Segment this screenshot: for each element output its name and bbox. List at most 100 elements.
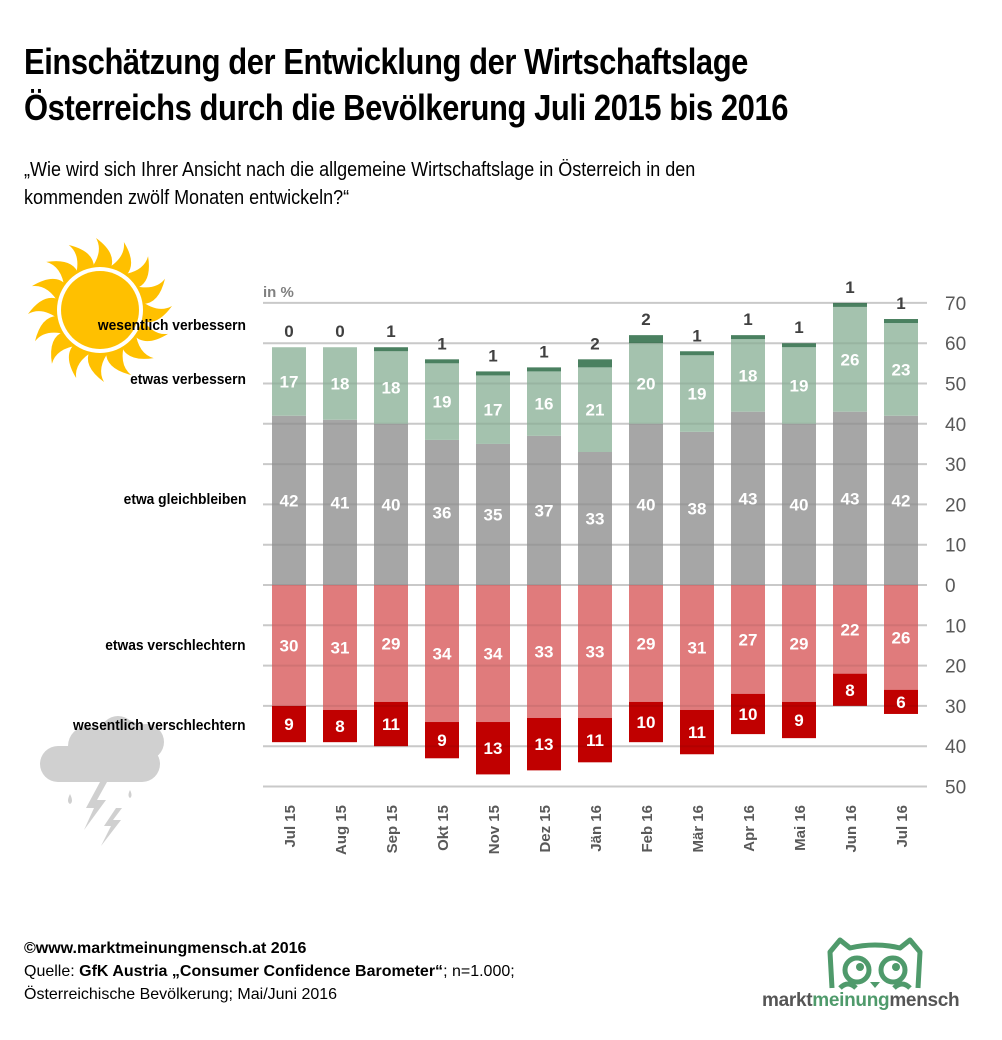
bar-group xyxy=(680,351,714,755)
data-label-wesentlich-verbessern: 1 xyxy=(743,310,752,329)
source-name: GfK Austria „Consumer Confidence Baromet… xyxy=(79,963,444,980)
bar-segment-wesentlich-verschlechtern xyxy=(578,717,612,763)
data-label-etwas-verbessern: 19 xyxy=(688,385,707,404)
source-text: Quelle: GfK Austria „Consumer Confidence… xyxy=(24,961,515,983)
bar-group xyxy=(425,359,459,759)
population-text: Österreichische Bevölkerung; Mai/Juni 20… xyxy=(24,986,338,1003)
bar-segment-etwas-verschlechtern xyxy=(884,585,918,690)
data-label-wesentlich-verschlechtern: 6 xyxy=(896,693,905,712)
bar-segment-etwas-verbessern xyxy=(323,347,357,420)
bar-segment-etwas-verbessern xyxy=(884,323,918,416)
legend-label-etwas-verbessern: etwas verbessern xyxy=(130,371,246,388)
logo-text-markt: markt xyxy=(762,990,813,1011)
y-tick-label: 50 xyxy=(945,375,966,396)
data-label-etwas-verschlechtern: 31 xyxy=(331,638,350,657)
data-label-etwas-verschlechtern: 26 xyxy=(892,628,911,647)
sun-ray xyxy=(28,297,60,320)
data-label-wesentlich-verschlechtern: 11 xyxy=(382,715,400,734)
bar-group xyxy=(782,343,816,739)
sun-ray xyxy=(106,241,132,277)
bar-segment-etwa-gleichbleiben xyxy=(476,443,510,585)
bar-segment-wesentlich-verbessern xyxy=(527,367,561,372)
y-tick-label: 10 xyxy=(945,616,966,637)
data-label-etwas-verbessern: 26 xyxy=(841,350,860,369)
owl-icon xyxy=(827,937,923,990)
data-label-wesentlich-verbessern: 0 xyxy=(284,322,293,341)
bar-segment-etwas-verschlechtern xyxy=(680,585,714,710)
data-label-etwas-verschlechtern: 29 xyxy=(382,634,401,653)
bar-segment-etwas-verbessern xyxy=(578,367,612,453)
bar-segment-wesentlich-verschlechtern xyxy=(527,717,561,771)
data-label-etwas-verbessern: 17 xyxy=(484,401,503,420)
copyright-text: ©www.marktmeinungmensch.at 2016 xyxy=(24,940,307,957)
bar-group xyxy=(374,347,408,747)
bar-segment-etwas-verschlechtern xyxy=(374,585,408,702)
legend-label-wesentlich-verschlechtern: wesentlich verschlechtern xyxy=(73,717,246,734)
unit-label: in % xyxy=(263,284,294,301)
bar-segment-etwa-gleichbleiben xyxy=(374,423,408,585)
data-label-etwa-gleichbleiben: 33 xyxy=(586,510,605,529)
data-label-etwa-gleichbleiben: 40 xyxy=(790,495,809,514)
y-tick-label: 70 xyxy=(945,294,966,315)
bar-segment-wesentlich-verschlechtern xyxy=(374,701,408,747)
bar-segment-etwa-gleichbleiben xyxy=(527,435,561,585)
bar-segment-etwas-verschlechtern xyxy=(731,585,765,694)
bar-segment-etwas-verschlechtern xyxy=(425,585,459,723)
bar-segment-etwas-verschlechtern xyxy=(578,585,612,718)
data-label-etwas-verschlechtern: 34 xyxy=(484,645,503,664)
data-label-wesentlich-verbessern: 1 xyxy=(845,278,854,297)
bar-segment-wesentlich-verbessern xyxy=(374,347,408,352)
data-label-wesentlich-verschlechtern: 9 xyxy=(794,711,803,730)
data-label-etwa-gleichbleiben: 42 xyxy=(280,491,299,510)
bar-group xyxy=(884,319,918,714)
data-label-wesentlich-verschlechtern: 10 xyxy=(739,705,758,724)
sun-ray xyxy=(87,350,110,382)
bar-segment-wesentlich-verschlechtern xyxy=(884,689,918,714)
bar-segment-wesentlich-verschlechtern xyxy=(629,701,663,743)
data-label-wesentlich-verbessern: 1 xyxy=(488,346,497,365)
bar-segment-etwa-gleichbleiben xyxy=(272,415,306,585)
legend-label-etwas-verschlechtern: etwas verschlechtern xyxy=(105,637,246,654)
data-label-etwas-verschlechtern: 30 xyxy=(280,636,299,655)
bar-segment-wesentlich-verschlechtern xyxy=(425,722,459,759)
bar-segment-etwa-gleichbleiben xyxy=(833,411,867,585)
bar-group xyxy=(629,335,663,743)
bar-segment-etwas-verbessern xyxy=(629,343,663,424)
data-label-etwa-gleichbleiben: 40 xyxy=(637,495,656,514)
bar-segment-etwa-gleichbleiben xyxy=(578,452,612,585)
y-tick-label: 60 xyxy=(945,334,966,355)
y-tick-label: 30 xyxy=(945,697,966,718)
data-label-etwas-verbessern: 17 xyxy=(280,372,299,391)
data-label-etwa-gleichbleiben: 42 xyxy=(892,491,911,510)
bar-segment-etwa-gleichbleiben xyxy=(425,439,459,585)
data-label-wesentlich-verbessern: 2 xyxy=(590,334,599,353)
y-tick-label: 40 xyxy=(945,415,966,436)
legend-label-etwa-gleichbleiben: etwa gleichbleiben xyxy=(123,491,246,508)
data-label-etwas-verschlechtern: 22 xyxy=(841,620,860,639)
data-label-wesentlich-verschlechtern: 13 xyxy=(484,739,503,758)
x-tick-label: Feb 16 xyxy=(639,805,656,853)
data-label-etwa-gleichbleiben: 43 xyxy=(841,489,860,508)
x-tick-label: Sep 15 xyxy=(384,805,401,853)
x-tick-label: Mai 16 xyxy=(792,805,809,851)
data-label-etwas-verschlechtern: 29 xyxy=(790,634,809,653)
data-label-wesentlich-verschlechtern: 8 xyxy=(335,717,344,736)
data-label-etwas-verschlechtern: 34 xyxy=(433,645,452,664)
x-tick-label: Mär 16 xyxy=(690,805,707,853)
bar-segment-wesentlich-verbessern xyxy=(425,359,459,364)
bar-segment-etwa-gleichbleiben xyxy=(884,415,918,585)
x-tick-label: Nov 15 xyxy=(486,805,503,854)
question-text-line-2: kommenden zwölf Monaten entwickeln?“ xyxy=(24,187,350,209)
bar-segment-wesentlich-verschlechtern xyxy=(680,709,714,755)
data-label-etwas-verbessern: 18 xyxy=(331,375,350,394)
x-tick-label: Jul 15 xyxy=(282,805,299,848)
data-label-wesentlich-verbessern: 1 xyxy=(437,334,446,353)
bar-segment-wesentlich-verbessern xyxy=(680,351,714,356)
data-label-etwas-verschlechtern: 27 xyxy=(739,630,758,649)
data-label-etwa-gleichbleiben: 40 xyxy=(382,495,401,514)
bar-segment-wesentlich-verbessern xyxy=(884,319,918,324)
storm-cloud-icon xyxy=(40,716,164,846)
y-tick-label: 50 xyxy=(945,778,966,799)
legend-label-wesentlich-verbessern: wesentlich verbessern xyxy=(97,317,246,334)
bar-segment-wesentlich-verbessern xyxy=(629,335,663,344)
